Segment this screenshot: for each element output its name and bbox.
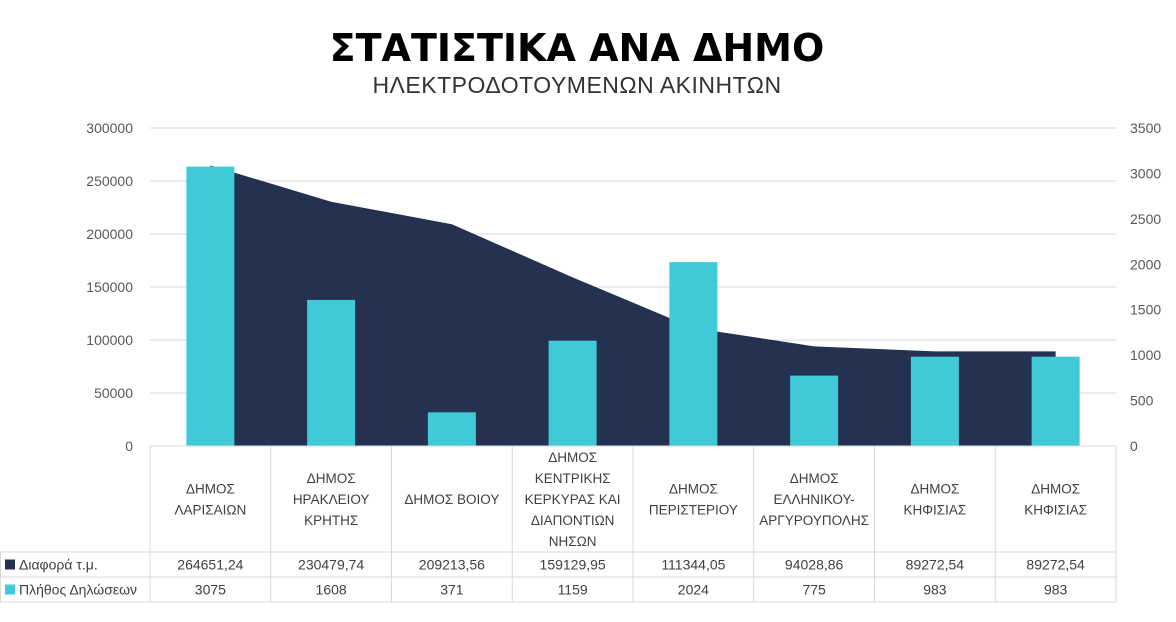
y-left-tick-label: 250000: [86, 173, 133, 189]
data-table-cell: 264651,24: [177, 557, 243, 573]
y-left-tick-label: 200000: [86, 226, 133, 242]
data-table-cell: 89272,54: [1026, 557, 1085, 573]
area-series: [210, 165, 1056, 447]
y-left-tick-label: 150000: [86, 279, 133, 295]
bar-plithos-dilwsewn: [1031, 356, 1080, 446]
y-axis-right: 0 500 1000 1500 2000 2500 3000 3500: [1130, 120, 1161, 454]
category-label: ΚΗΦΙΣΙΑΣ: [904, 503, 967, 518]
category-label: ΔΗΜΟΣ: [548, 450, 597, 465]
y-right-tick-label: 3500: [1130, 120, 1161, 136]
data-table-cell: 89272,54: [906, 557, 965, 573]
bar-plithos-dilwsewn: [307, 299, 356, 446]
data-table-cell: 2024: [678, 582, 709, 598]
data-table-cell: 230479,74: [298, 557, 364, 573]
y-right-tick-label: 1000: [1130, 347, 1161, 363]
bar-plithos-dilwsewn: [186, 166, 235, 446]
category-label: ΝΗΣΩΝ: [549, 534, 597, 549]
data-table-cell: 159129,95: [540, 557, 606, 573]
legend-label: Πλήθος Δηλώσεων: [19, 582, 137, 598]
bar-plithos-dilwsewn: [790, 375, 839, 446]
y-right-tick-label: 1500: [1130, 302, 1161, 318]
y-left-tick-label: 0: [125, 438, 133, 454]
y-right-tick-label: 3000: [1130, 165, 1161, 181]
data-table-cell: 3075: [195, 582, 226, 598]
category-label: ΕΛΛΗΝΙΚΟΥ-: [774, 492, 855, 507]
data-table-cell: 983: [1044, 582, 1068, 598]
legend-label: Διαφορά τ.μ.: [19, 557, 98, 573]
data-table-cell: 775: [802, 582, 826, 598]
category-label: ΔΗΜΟΣ: [186, 482, 235, 497]
data-table-cell: 94028,86: [785, 557, 844, 573]
area-diafora-tm: [210, 165, 1056, 447]
data-table-cell: 209213,56: [419, 557, 485, 573]
category-label: ΔΗΜΟΣ: [1031, 482, 1080, 497]
data-table-cell: 1608: [316, 582, 347, 598]
category-label: ΚΕΡΚΥΡΑΣ ΚΑΙ: [525, 492, 621, 507]
bar-plithos-dilwsewn: [548, 340, 597, 446]
category-label: ΚΕΝΤΡΙΚΗΣ: [535, 471, 611, 486]
category-label: ΔΗΜΟΣ: [307, 471, 356, 486]
y-right-tick-label: 2500: [1130, 211, 1161, 227]
y-left-tick-label: 100000: [86, 332, 133, 348]
legend-swatch: [5, 584, 15, 595]
category-label: ΠΕΡΙΣΤΕΡΙΟΥ: [649, 503, 738, 518]
category-label: ΔΗΜΟΣ: [669, 482, 718, 497]
bar-series: [186, 166, 1080, 446]
category-label: ΗΡΑΚΛΕΙΟΥ: [293, 492, 370, 507]
y-left-tick-label: 50000: [94, 385, 133, 401]
category-label: ΔΗΜΟΣ: [790, 471, 839, 486]
bar-plithos-dilwsewn: [910, 356, 959, 446]
category-label: ΔΗΜΟΣ ΒΟΙΟΥ: [404, 492, 499, 507]
data-table-cell: 1159: [558, 582, 588, 598]
data-table-cell: 983: [923, 582, 947, 598]
y-left-tick-label: 300000: [86, 120, 133, 136]
data-table-cell: 111344,05: [661, 557, 725, 573]
category-label: ΔΗΜΟΣ: [910, 482, 959, 497]
category-label: ΑΡΓΥΡΟΥΠΟΛΗΣ: [759, 513, 869, 528]
y-right-tick-label: 0: [1130, 438, 1138, 454]
category-label: ΛΑΡΙΣΑΙΩΝ: [175, 503, 247, 518]
data-table-cell: 371: [440, 582, 464, 598]
data-table: ΔΗΜΟΣ ΛΑΡΙΣΑΙΩΝ ΔΗΜΟΣ ΗΡΑΚΛΕΙΟΥ ΚΡΗΤΗΣ ΔΗΜΟΣ …: [0, 445, 1117, 603]
legend-swatch: [5, 559, 15, 570]
chart-subtitle: ΗΛΕΚΤΡΟΔΟΤΟΥΜΕΝΩΝ ΑΚΙΝΗΤΩΝ: [372, 72, 781, 98]
category-label: ΚΡΗΤΗΣ: [304, 513, 358, 528]
chart-title: ΣΤΑΤΙΣΤΙΚΑ ΑΝΑ ΔΗΜΟ: [330, 26, 825, 70]
y-axis-left: 0 50000 100000 150000 200000 250000 300000: [86, 120, 133, 454]
bar-plithos-dilwsewn: [669, 262, 718, 446]
bar-plithos-dilwsewn: [427, 412, 476, 446]
y-right-tick-label: 2000: [1130, 256, 1161, 272]
y-right-tick-label: 500: [1130, 393, 1154, 409]
category-label: ΔΙΑΠΟΝΤΙΩΝ: [531, 513, 615, 528]
category-label: ΚΗΦΙΣΙΑΣ: [1024, 503, 1087, 518]
